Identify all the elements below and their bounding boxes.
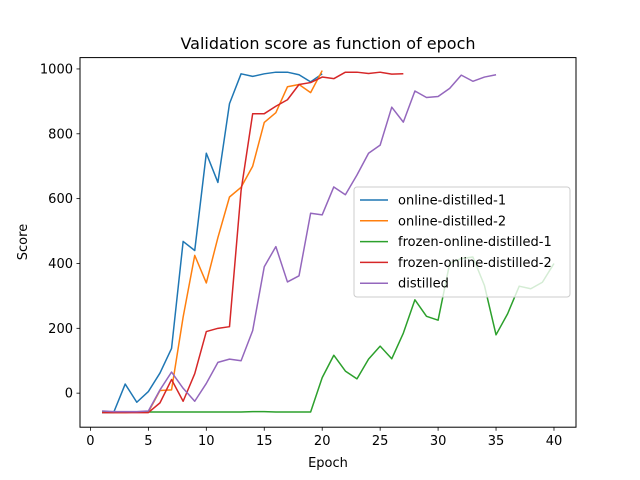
plot-frame [79, 57, 577, 428]
x-axis-ticks: 0 5 10 15 20 25 30 35 40 [86, 427, 562, 449]
legend-label: online-distilled-1 [398, 194, 506, 209]
x-tick-label: 25 [372, 434, 389, 449]
legend-label: distilled [398, 277, 449, 292]
legend-box [353, 186, 571, 298]
plot-lines [101, 70, 555, 414]
legend-label: frozen-online-distilled-2 [398, 256, 552, 271]
series-line-frozen-online-distilled-2 [102, 71, 404, 414]
x-tick-label: 30 [430, 434, 447, 449]
series-line-online-distilled-1 [102, 71, 323, 414]
y-tick-label: 1000 [40, 62, 73, 77]
y-tick-label: 400 [48, 257, 73, 272]
y-tick-label: 200 [48, 322, 73, 337]
x-tick-label: 40 [546, 434, 563, 449]
x-tick-label: 20 [314, 434, 331, 449]
legend: online-distilled-1 online-distilled-2 froz… [353, 186, 571, 298]
x-tick-label: 5 [144, 434, 152, 449]
y-tick-label: 600 [48, 192, 73, 207]
x-axis-label: Epoch [308, 456, 348, 471]
chart-title: Validation score as function of epoch [180, 34, 475, 53]
x-tick-label: 0 [86, 434, 94, 449]
x-tick-label: 35 [488, 434, 505, 449]
series-line-distilled [101, 74, 497, 413]
legend-label: frozen-online-distilled-1 [398, 235, 552, 250]
y-tick-label: 0 [65, 387, 73, 402]
x-tick-label: 15 [256, 434, 273, 449]
y-tick-label: 800 [48, 127, 73, 142]
x-tick-label: 10 [198, 434, 215, 449]
legend-label: online-distilled-2 [398, 214, 506, 229]
y-axis-label: Score [16, 224, 31, 260]
y-axis-ticks: 0 200 400 600 800 1000 [40, 62, 80, 402]
